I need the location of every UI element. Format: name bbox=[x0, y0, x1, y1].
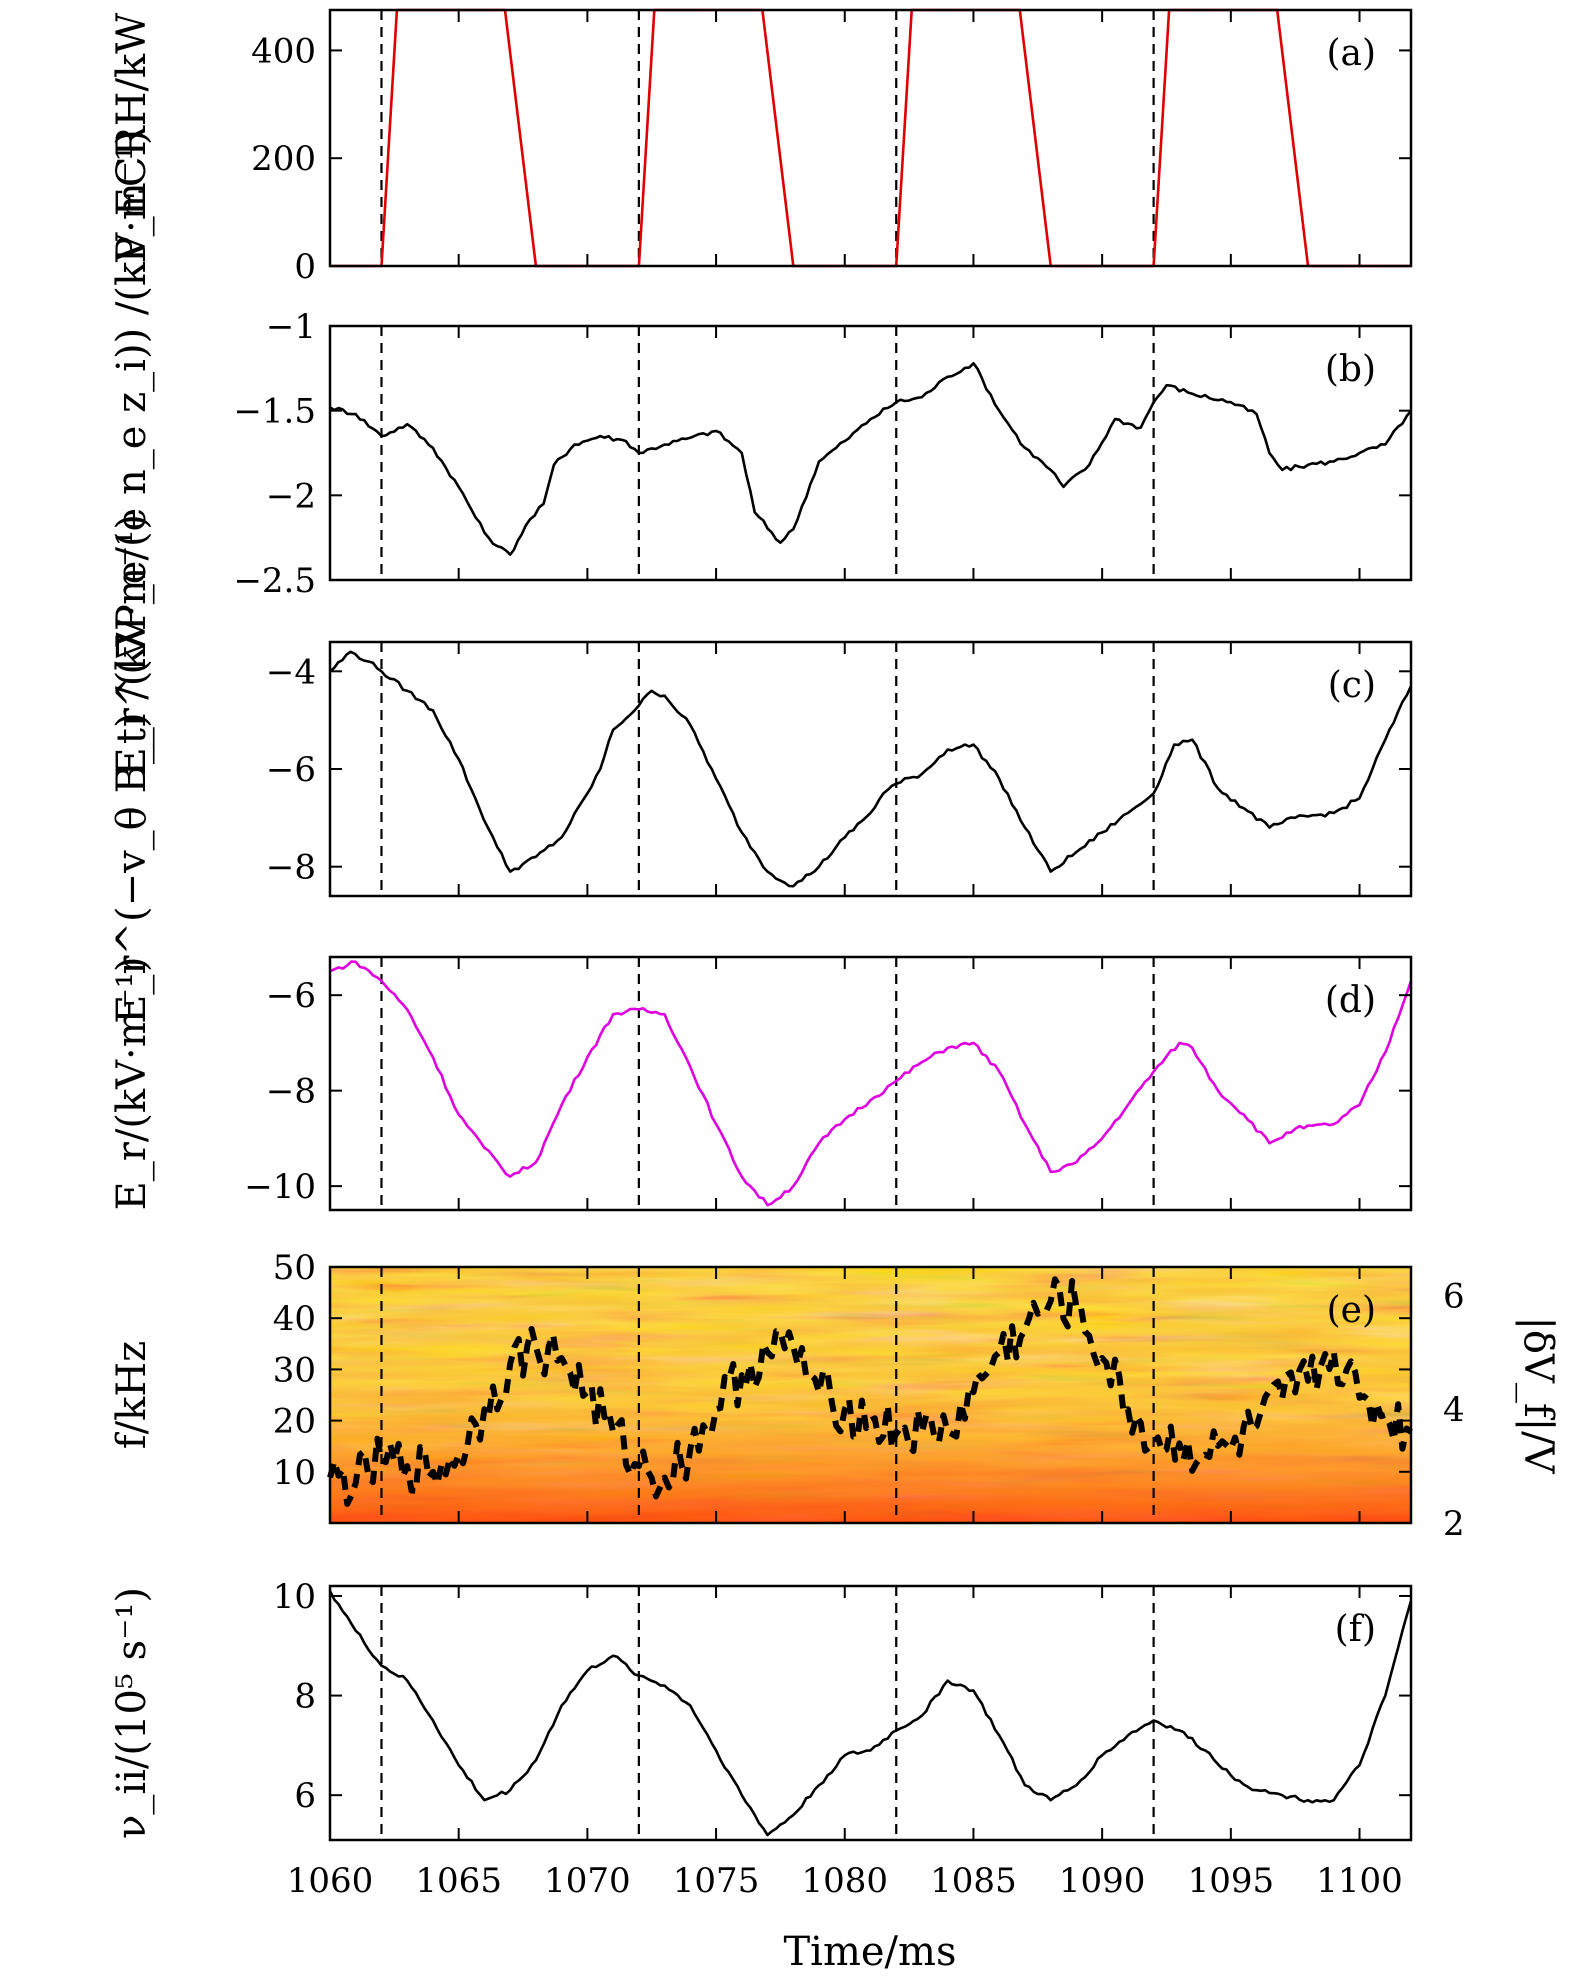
series-line-b-0 bbox=[329, 362, 1413, 556]
x-tick-label-0: 1060 bbox=[287, 1861, 374, 1901]
y-axis-label-c: E_r^(−v_θ B_t) /(kV·m⁻¹) bbox=[109, 514, 155, 1024]
series-line-d-0 bbox=[329, 960, 1413, 1207]
panel-f: 6 8 10 (f) ν_ii/(10⁵ s⁻¹) bbox=[109, 1577, 1413, 1842]
x-tick-label-4: 1080 bbox=[801, 1861, 888, 1901]
y-tick-label-b-2: −1.5 bbox=[233, 392, 316, 432]
y-tick-label-e-3: 40 bbox=[273, 1299, 316, 1339]
panel-label-e: (e) bbox=[1327, 1290, 1376, 1331]
series-line-c-0 bbox=[329, 650, 1413, 888]
y-tick-label-a-1: 200 bbox=[251, 139, 316, 179]
plot-frame-b bbox=[328, 324, 1413, 582]
y2-axis-label-e: |δV_f|/V bbox=[1515, 1316, 1561, 1474]
panel-e: 10 20 30 40 50 2 4 6 |δV_f|/V (e) f/kHz bbox=[109, 1248, 1561, 1544]
y-tick-label-a-0: 0 bbox=[294, 247, 316, 287]
y-axis-label-f: ν_ii/(10⁵ s⁻¹) bbox=[109, 1587, 155, 1839]
y-tick-label-b-3: −1 bbox=[266, 307, 316, 347]
series-line-a-0 bbox=[330, 8, 1411, 268]
x-axis-label: Time/ms bbox=[783, 1929, 956, 1975]
panel-label-a: (a) bbox=[1326, 33, 1376, 74]
x-tick-label-8: 1100 bbox=[1316, 1861, 1403, 1901]
x-tick-label-6: 1090 bbox=[1059, 1861, 1146, 1901]
y-tick-label-f-0: 6 bbox=[294, 1776, 316, 1816]
y-tick-label-b-1: −2 bbox=[266, 476, 316, 516]
y-tick-label-e-4: 50 bbox=[273, 1248, 316, 1288]
panel-a: 0 200 400 (a) P_ECRH/kW bbox=[109, 8, 1413, 287]
x-tick-label-5: 1085 bbox=[930, 1861, 1017, 1901]
panel-label-b: (b) bbox=[1325, 349, 1376, 390]
panel-label-c: (c) bbox=[1328, 665, 1376, 706]
y-tick-label-c-2: −4 bbox=[266, 652, 316, 692]
y2-tick-label-e-0: 2 bbox=[1443, 1504, 1465, 1544]
y-axis-label-d: E_r/(kV·m⁻¹) bbox=[109, 957, 155, 1211]
y2-tick-label-e-1: 4 bbox=[1443, 1390, 1465, 1430]
y-axis-label-e: f/kHz bbox=[109, 1341, 155, 1449]
y-tick-label-c-0: −8 bbox=[266, 848, 316, 888]
plot-frame-c bbox=[328, 640, 1413, 898]
y-tick-label-e-0: 10 bbox=[273, 1453, 316, 1493]
y-tick-label-f-1: 8 bbox=[294, 1677, 316, 1717]
y-axis-label-b: E_r^(∇P_e/(e n_e z_i)) /(kV·m⁻¹) bbox=[109, 130, 155, 777]
plot-frame-f bbox=[328, 1584, 1413, 1842]
panel-d: −10 −8 −6 (d) E_r/(kV·m⁻¹) bbox=[109, 955, 1413, 1212]
y-tick-label-b-0: −2.5 bbox=[233, 561, 316, 601]
panel-label-d: (d) bbox=[1325, 980, 1376, 1021]
y-tick-label-d-0: −10 bbox=[244, 1167, 316, 1207]
panel-label-f: (f) bbox=[1335, 1609, 1376, 1650]
y-tick-label-e-2: 30 bbox=[273, 1350, 316, 1390]
y-tick-label-d-1: −8 bbox=[266, 1072, 316, 1112]
x-tick-label-2: 1070 bbox=[544, 1861, 631, 1901]
y2-tick-label-e-2: 6 bbox=[1443, 1276, 1465, 1316]
series-line-f-0 bbox=[328, 1590, 1413, 1837]
y-axis-label-a: P_ECRH/kW bbox=[109, 13, 155, 264]
plot-frame-a bbox=[328, 8, 1413, 268]
plot-frame-d bbox=[328, 955, 1413, 1212]
plot-frame-e bbox=[328, 1265, 1413, 1525]
y-tick-label-c-1: −6 bbox=[266, 750, 316, 790]
x-tick-label-3: 1075 bbox=[673, 1861, 760, 1901]
panel-b: −2.5 −2 −1.5 −1 (b) E_r^(∇P_e/(e n_e z_i)) /(… bbox=[109, 130, 1413, 777]
y-tick-label-e-1: 20 bbox=[273, 1402, 316, 1442]
y-tick-label-f-2: 10 bbox=[273, 1577, 316, 1617]
y-tick-label-d-2: −6 bbox=[266, 976, 316, 1016]
x-tick-label-7: 1095 bbox=[1188, 1861, 1275, 1901]
panel-c: −8 −6 −4 (c) E_r^(−v_θ B_t) /(kV·m⁻¹) bbox=[109, 514, 1413, 1024]
series-line-e-0 bbox=[327, 1276, 1413, 1507]
x-tick-label-1: 1065 bbox=[415, 1861, 502, 1901]
spectrogram-intensity bbox=[330, 1267, 1411, 1523]
y-tick-label-a-2: 400 bbox=[251, 31, 316, 71]
